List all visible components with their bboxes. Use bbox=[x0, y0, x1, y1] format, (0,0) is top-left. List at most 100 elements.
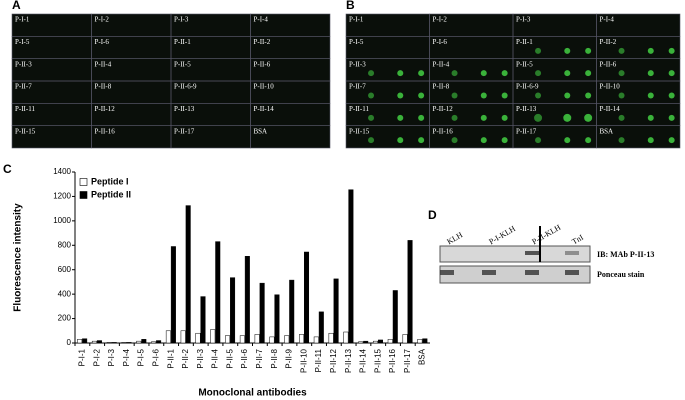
bar bbox=[318, 311, 324, 344]
cell-label: P-II-5 bbox=[174, 60, 191, 68]
spot bbox=[418, 114, 425, 121]
cell-label: P-II-6-9 bbox=[516, 83, 539, 91]
bar bbox=[195, 332, 201, 344]
blot-row-label: IB: MAb P-II-13 bbox=[597, 250, 654, 259]
spot bbox=[668, 114, 675, 121]
bar bbox=[304, 251, 310, 344]
blot-strip bbox=[439, 245, 591, 263]
cell-label: P-II-14 bbox=[254, 105, 275, 113]
spot bbox=[418, 137, 425, 144]
x-tick-label: P-II-10 bbox=[299, 348, 308, 373]
cell-label: BSA bbox=[254, 127, 268, 135]
bar bbox=[328, 332, 334, 344]
x-tick-label: P-I-6 bbox=[151, 348, 160, 366]
cell-label: P-I-2 bbox=[433, 16, 448, 24]
bar bbox=[165, 330, 171, 344]
spot bbox=[451, 114, 458, 121]
spot bbox=[480, 114, 487, 121]
bar bbox=[284, 335, 290, 344]
bar bbox=[422, 338, 428, 344]
spot bbox=[668, 47, 675, 54]
bar bbox=[185, 205, 191, 344]
x-tick-label: P-II-4 bbox=[211, 348, 220, 368]
cell-label: P-II-11 bbox=[15, 105, 35, 113]
cell-label: P-II-1 bbox=[174, 38, 191, 46]
cell-label: P-I-3 bbox=[174, 16, 189, 24]
cell-label: BSA bbox=[600, 127, 614, 135]
cell-label: P-II-14 bbox=[600, 105, 621, 113]
lane-label: P-I-KLH bbox=[487, 224, 517, 246]
x-tick-label: P-II-15 bbox=[373, 348, 382, 373]
panel-label: A bbox=[12, 0, 21, 12]
bar bbox=[82, 338, 88, 344]
cell-label: P-I-4 bbox=[600, 16, 615, 24]
band bbox=[482, 270, 496, 275]
cell-label: P-I-1 bbox=[15, 16, 30, 24]
lane-label: KLH bbox=[445, 230, 464, 246]
cell-label: P-II-12 bbox=[433, 105, 454, 113]
spot bbox=[418, 70, 425, 77]
y-axis-label: Fluorescence intensity bbox=[13, 203, 24, 312]
cell-label: P-II-6 bbox=[254, 60, 271, 68]
bar bbox=[377, 339, 383, 344]
bar bbox=[225, 335, 231, 344]
cell-label: P-II-15 bbox=[15, 127, 36, 135]
spot bbox=[501, 114, 508, 121]
x-tick-label: P-II-16 bbox=[388, 348, 397, 373]
bar bbox=[333, 278, 339, 344]
bar bbox=[259, 282, 265, 344]
spot bbox=[451, 137, 458, 144]
spot bbox=[618, 47, 625, 54]
cell-label: P-II-13 bbox=[516, 105, 537, 113]
bar bbox=[274, 294, 280, 344]
lane-label: P-II-KLH bbox=[530, 223, 562, 247]
bar bbox=[210, 329, 216, 344]
spot bbox=[563, 113, 572, 122]
spot bbox=[480, 70, 487, 77]
cell-label: P-II-2 bbox=[600, 38, 617, 46]
spot bbox=[618, 114, 625, 121]
bar bbox=[156, 340, 162, 344]
bar bbox=[180, 330, 186, 344]
spot bbox=[501, 92, 508, 99]
bar bbox=[372, 340, 378, 344]
cell-label: P-II-4 bbox=[95, 60, 112, 68]
panel-label: C bbox=[3, 162, 12, 176]
cell-label: P-II-1 bbox=[516, 38, 533, 46]
bar bbox=[392, 290, 398, 344]
legend-swatch bbox=[79, 191, 88, 199]
bar bbox=[343, 331, 349, 344]
cell-label: P-I-6 bbox=[95, 38, 110, 46]
spot bbox=[535, 92, 542, 99]
spot bbox=[564, 70, 571, 77]
cell-label: P-II-3 bbox=[349, 60, 366, 68]
y-tick-label: 800 bbox=[58, 240, 72, 249]
spot bbox=[585, 70, 592, 77]
spot bbox=[564, 137, 571, 144]
y-tick-label: 400 bbox=[58, 289, 72, 298]
spot bbox=[564, 47, 571, 54]
spot bbox=[585, 47, 592, 54]
bar bbox=[254, 334, 260, 344]
x-tick-label: P-I-4 bbox=[122, 348, 131, 366]
x-tick-label: P-II-6 bbox=[240, 348, 249, 368]
cell-label: P-II-6 bbox=[600, 60, 617, 68]
cell-label: P-II-6-9 bbox=[174, 83, 197, 91]
bar bbox=[407, 240, 413, 344]
y-tick-label: 1000 bbox=[53, 216, 71, 225]
bar bbox=[111, 342, 117, 344]
spot bbox=[647, 70, 654, 77]
spot bbox=[618, 137, 625, 144]
panel-label: B bbox=[346, 0, 355, 12]
spot bbox=[418, 92, 425, 99]
cell-label: P-I-4 bbox=[254, 16, 269, 24]
cell-label: P-II-10 bbox=[600, 83, 621, 91]
cell-label: P-II-16 bbox=[95, 127, 116, 135]
bar bbox=[77, 339, 83, 344]
x-axis-label: Monoclonal antibodies bbox=[198, 388, 307, 399]
bar bbox=[215, 241, 221, 344]
x-tick-label: P-II-1 bbox=[166, 348, 175, 368]
bar bbox=[239, 335, 245, 344]
bar bbox=[244, 256, 250, 344]
